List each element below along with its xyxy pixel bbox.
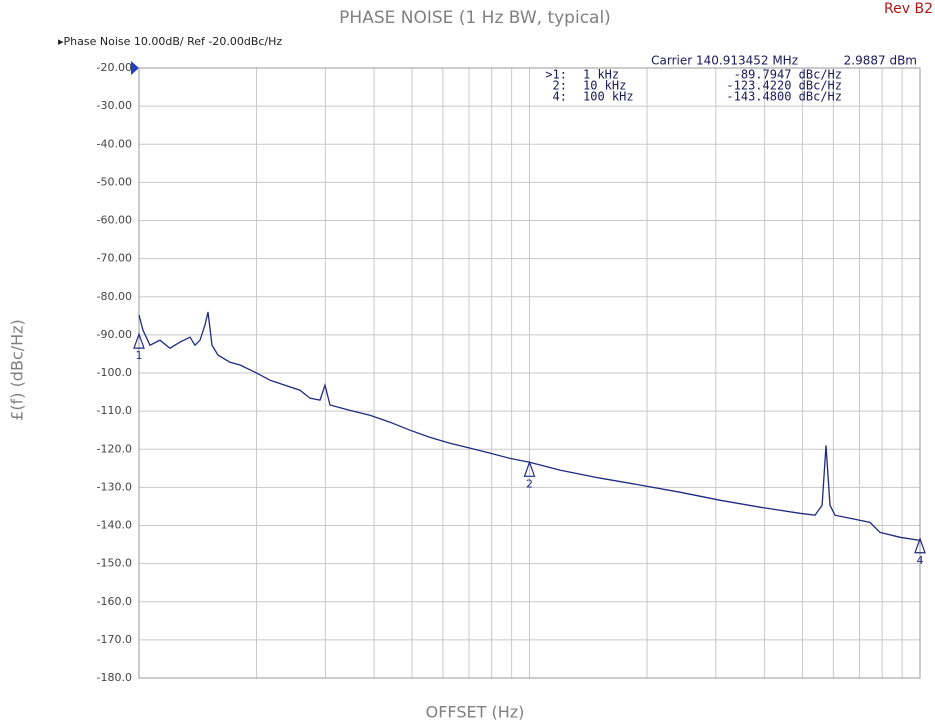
y-tick-label: -70.00	[97, 252, 132, 265]
revision: Rev B2	[884, 1, 933, 17]
y-axis-label: £(f) (dBc/Hz)	[8, 319, 27, 421]
y-tick-label: -120.0	[97, 442, 132, 455]
header: ▸Phase Noise 10.00dB/ Ref -20.00dBc/Hz	[58, 35, 282, 48]
marker-table-cell: 10 kHz	[583, 79, 626, 93]
y-tick-label: -160.0	[97, 595, 132, 608]
plot-border	[138, 67, 921, 679]
x-axis-label: OFFSET (Hz)	[426, 703, 525, 722]
y-tick-label: -180.0	[97, 671, 132, 684]
marker-table-cell: -89.7947 dBc/Hz	[734, 68, 842, 82]
marker	[523, 460, 536, 477]
y-tick-label: -50.00	[97, 175, 132, 188]
marker	[133, 332, 145, 349]
marker-label: 1	[136, 349, 143, 362]
y-tick-label: -20.00	[97, 61, 132, 74]
y-tick-label: -30.00	[97, 99, 132, 112]
y-tick-label: -80.00	[97, 290, 132, 303]
carrier-power: 2.9887 dBm	[844, 54, 917, 68]
marker-label: 4	[917, 554, 924, 567]
marker-table-cell: -143.4800 dBc/Hz	[726, 90, 842, 104]
marker-table-cell: -123.4220 dBc/Hz	[726, 79, 842, 93]
chart-title: PHASE NOISE (1 Hz BW, typical)	[339, 8, 611, 28]
marker-table-cell: 2:	[553, 79, 567, 93]
trace	[138, 311, 921, 542]
ref-arrow	[131, 61, 139, 75]
y-tick-label: -150.0	[97, 557, 132, 570]
marker-table-cell: 100 kHz	[583, 90, 634, 104]
marker-table-cell: >1:	[545, 68, 567, 82]
y-tick-label: -170.0	[97, 633, 132, 646]
y-tick-label: -40.00	[97, 137, 132, 150]
y-tick-label: -100.0	[97, 366, 132, 379]
carrier: Carrier 140.913452 MHz	[651, 54, 798, 68]
y-tick-label: -60.00	[97, 214, 132, 227]
marker-label: 2	[526, 477, 533, 490]
marker-table-cell: 1 kHz	[583, 68, 619, 82]
y-tick-label: -110.0	[97, 404, 132, 417]
y-tick-label: -90.00	[97, 328, 132, 341]
marker	[914, 536, 926, 554]
marker-table-cell: 4:	[553, 90, 567, 104]
y-tick-label: -130.0	[97, 480, 132, 493]
y-tick-label: -140.0	[97, 519, 132, 532]
